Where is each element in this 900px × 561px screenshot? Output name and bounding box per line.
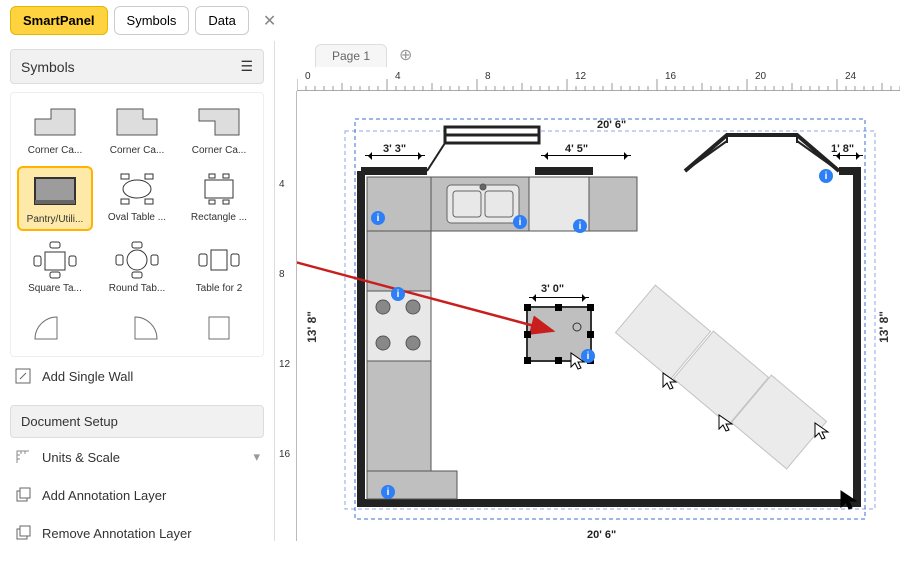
dimension-label: 20' 6" xyxy=(597,119,626,131)
top-tabs: SmartPanel Symbols Data ✕ xyxy=(0,0,900,41)
symbols-panel-title: Symbols xyxy=(21,59,75,75)
dimension-label: 13' 8" xyxy=(305,311,319,343)
cursor-icon xyxy=(717,413,735,433)
add-annotation-layer-button[interactable]: Add Annotation Layer xyxy=(10,476,264,514)
dimension-label: 20' 6" xyxy=(587,529,616,541)
symbol-corner-cabinet[interactable]: Corner Ca... xyxy=(181,99,257,160)
symbol-corner-cabinet[interactable]: Corner Ca... xyxy=(17,99,93,160)
symbol-corner-cabinet[interactable]: Corner Ca... xyxy=(99,99,175,160)
symbol-grid: Corner Ca... Corner Ca... Corner Ca... P… xyxy=(10,92,264,357)
info-icon[interactable]: i xyxy=(819,169,833,183)
close-icon[interactable]: ✕ xyxy=(255,11,284,31)
ruler-icon xyxy=(14,448,32,466)
canvas[interactable]: Page 1 ⊕ 0 4 8 12 16 20 24 4 8 12 16 xyxy=(275,41,900,541)
symbol-pantry[interactable]: Pantry/Utili... xyxy=(17,166,93,231)
sidebar: Symbols ☰ Corner Ca... Corner Ca... Corn… xyxy=(0,41,275,541)
symbol-round-table[interactable]: Round Tab... xyxy=(99,237,175,298)
cursor-icon xyxy=(839,489,859,511)
drawing-stage[interactable]: i i i i i i i 20' 6" 3' 3" 4' 5" 1' 8" 3… xyxy=(297,91,900,541)
cursor-icon xyxy=(661,371,679,391)
dimension-label: 13' 8" xyxy=(877,311,891,343)
layer-add-icon xyxy=(14,486,32,504)
tab-smartpanel[interactable]: SmartPanel xyxy=(10,6,108,35)
dimension-label: 1' 8" xyxy=(831,143,854,155)
add-page-icon[interactable]: ⊕ xyxy=(399,45,412,65)
tab-data[interactable]: Data xyxy=(195,6,248,35)
menu-icon[interactable]: ☰ xyxy=(240,58,253,75)
info-icon[interactable]: i xyxy=(381,485,395,499)
ruler-horizontal: 0 4 8 12 16 20 24 xyxy=(297,69,900,91)
page-tab[interactable]: Page 1 xyxy=(315,44,387,67)
dimension-label: 4' 5" xyxy=(565,143,588,155)
info-icon[interactable]: i xyxy=(371,211,385,225)
info-icon[interactable]: i xyxy=(573,219,587,233)
layer-remove-icon xyxy=(14,524,32,541)
dimension-label: 3' 3" xyxy=(383,143,406,155)
remove-annotation-layer-button[interactable]: Remove Annotation Layer xyxy=(10,514,264,541)
symbol-square-table[interactable]: Square Ta... xyxy=(17,237,93,298)
tab-symbols[interactable]: Symbols xyxy=(114,6,190,35)
units-scale-button[interactable]: Units & Scale ▾ xyxy=(10,438,264,476)
add-single-wall-button[interactable]: Add Single Wall xyxy=(10,357,264,395)
symbol-door[interactable] xyxy=(181,304,257,350)
info-icon[interactable]: i xyxy=(513,215,527,229)
symbol-door-swing[interactable] xyxy=(17,304,93,350)
symbol-door-swing[interactable] xyxy=(99,304,175,350)
symbol-oval-table[interactable]: Oval Table ... xyxy=(99,166,175,231)
document-setup-header[interactable]: Document Setup xyxy=(10,405,264,438)
symbol-table-for-2[interactable]: Table for 2 xyxy=(181,237,257,298)
cursor-icon xyxy=(569,351,587,371)
symbol-rectangle-table[interactable]: Rectangle ... xyxy=(181,166,257,231)
symbols-panel-header[interactable]: Symbols ☰ xyxy=(10,49,264,84)
dimension-label: 3' 0" xyxy=(541,283,564,295)
ruler-vertical: 4 8 12 16 xyxy=(275,91,297,541)
chevron-down-icon: ▾ xyxy=(253,449,260,465)
info-icon[interactable]: i xyxy=(391,287,405,301)
cursor-icon xyxy=(813,421,831,441)
pencil-icon xyxy=(14,367,32,385)
